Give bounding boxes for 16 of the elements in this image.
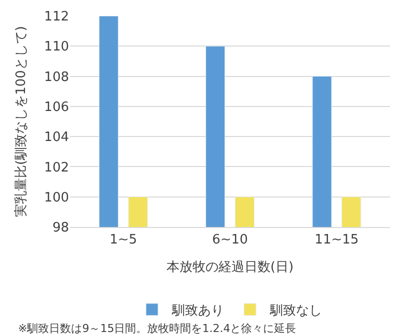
text: ※馴致日数は9～15日間。放牧時間を1.2.4と徐々に延長 — [18, 322, 296, 334]
y-tick-label: 112 — [44, 10, 69, 25]
legend-label: 馴致あり — [171, 304, 224, 319]
legend-label: 馴致なし — [269, 304, 322, 319]
y-tick-label: 110 — [44, 40, 69, 55]
y-tick-label: 100 — [44, 190, 69, 206]
x-tick-label: 11~15 — [314, 232, 359, 248]
y-tick-label: 106 — [44, 100, 69, 115]
y-axis-title: 実乳量比(馴致なしを100として) — [13, 26, 30, 217]
x-tick-label: 6~10 — [212, 232, 248, 248]
y-tick-label: 104 — [44, 130, 69, 146]
y-tick-label: 102 — [44, 160, 69, 176]
x-tick-label: 1~5 — [110, 232, 138, 248]
y-tick-label: 98 — [52, 220, 69, 236]
y-tick-label: 108 — [44, 70, 69, 85]
x-axis-title: 本放牧の経過日数(日) — [166, 260, 294, 276]
